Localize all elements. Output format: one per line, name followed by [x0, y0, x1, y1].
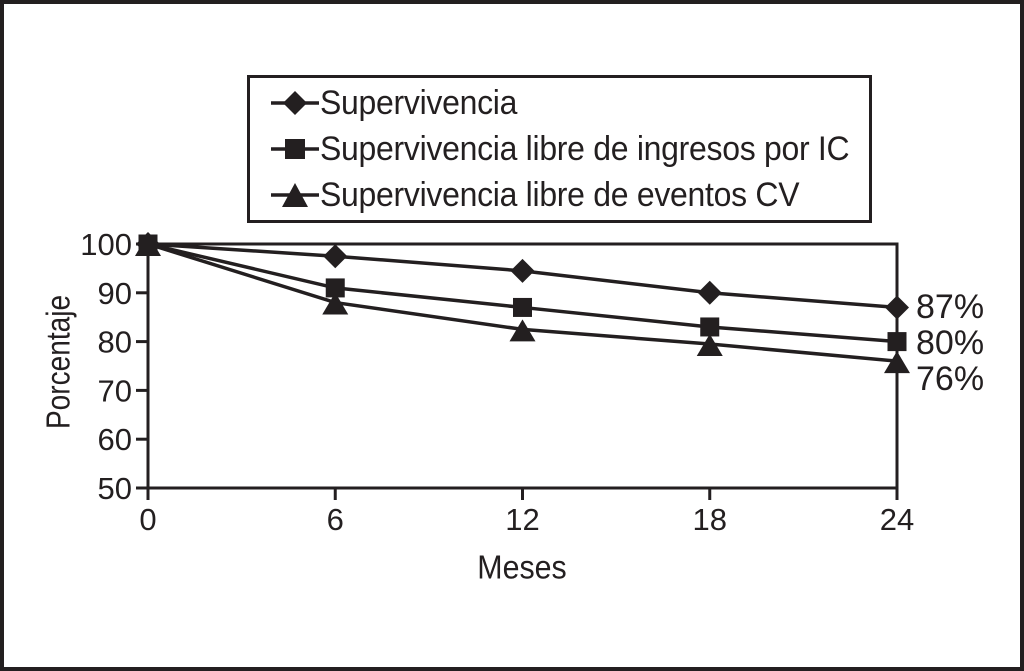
triangle-marker — [322, 292, 349, 315]
y-tick-label: 80 — [98, 325, 132, 360]
legend-marker-square-icon — [271, 139, 319, 159]
legend: Supervivencia Supervivencia libre de ing… — [247, 75, 872, 223]
square-marker — [887, 332, 907, 352]
legend-label: Supervivencia libre de eventos CV — [320, 176, 800, 214]
x-tick-label: 6 — [327, 502, 344, 537]
legend-item: Supervivencia libre de ingresos por IC — [270, 126, 865, 172]
legend-marker-diamond-icon — [271, 91, 319, 115]
diamond-marker — [323, 244, 348, 269]
diamond-marker — [697, 280, 722, 305]
legend-item: Supervivencia libre de eventos CV — [270, 172, 865, 218]
y-tick-label: 60 — [98, 422, 132, 457]
series-end-label: 80% — [916, 324, 985, 363]
diamond-marker — [885, 295, 909, 320]
legend-marker-triangle-icon — [271, 183, 319, 207]
x-tick-label: 24 — [880, 502, 914, 537]
y-tick-label: 70 — [98, 373, 132, 408]
y-tick-label: 100 — [80, 227, 132, 262]
series-end-label: 87% — [916, 288, 985, 327]
x-axis-title: Meses — [477, 548, 567, 586]
series-end-label: 76% — [916, 360, 985, 399]
square-marker — [700, 317, 720, 337]
legend-label: Supervivencia libre de ingresos por IC — [320, 130, 850, 168]
legend-item: Supervivencia — [270, 80, 865, 126]
triangle-marker — [696, 334, 723, 357]
triangle-marker — [135, 234, 161, 256]
y-tick-label: 50 — [98, 471, 132, 506]
triangle-marker — [884, 351, 910, 374]
triangle-marker — [509, 319, 536, 342]
x-tick-label: 18 — [693, 502, 727, 537]
x-tick-label: 0 — [139, 502, 156, 537]
diamond-marker — [510, 258, 535, 283]
square-marker — [513, 297, 532, 317]
y-tick-label: 90 — [98, 276, 132, 311]
legend-label: Supervivencia — [320, 84, 518, 122]
y-axis-title: Porcentaje — [39, 294, 77, 430]
square-marker — [325, 278, 345, 298]
x-tick-label: 12 — [505, 502, 539, 537]
